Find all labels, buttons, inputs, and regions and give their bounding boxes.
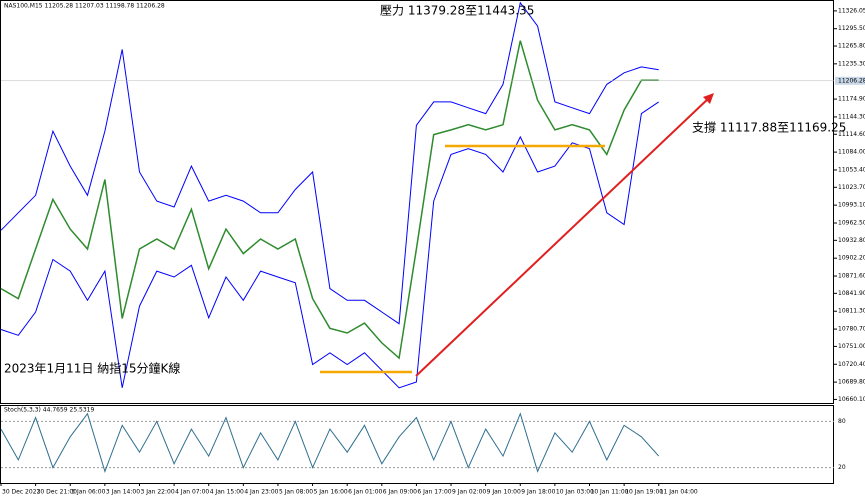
x-tick-label: 6 Jan 17:00 — [417, 489, 451, 496]
y-tick-label: 20 — [838, 464, 846, 471]
y-tick-label: 10660.10 — [838, 396, 865, 403]
trend-line — [415, 96, 711, 377]
x-tick-label: 4 Jan 15:00 — [210, 489, 244, 496]
current-price-label: 11206.28 — [838, 77, 865, 84]
x-tick-label: 9 Jan 02:00 — [452, 489, 486, 496]
y-tick-label: 10993.10 — [838, 202, 865, 209]
y-tick-label: 11295.50 — [838, 25, 865, 32]
x-tick-label: 11 Jan 04:00 — [660, 489, 698, 496]
y-tick-label: 11265.80 — [838, 43, 865, 50]
x-tick-label: 30 Dec 2022 — [2, 489, 41, 496]
y-tick-label: 10689.80 — [838, 379, 865, 386]
annotation: 壓力 11379.28至11443.35 — [380, 4, 534, 18]
x-tick-label: 3 Jan 14:00 — [106, 489, 140, 496]
trend-arrow — [703, 93, 714, 104]
x-tick-label: 5 Jan 16:00 — [314, 489, 348, 496]
x-tick-label: 9 Jan 18:00 — [521, 489, 555, 496]
x-tick-label: 10 Jan 03:00 — [556, 489, 594, 496]
y-tick-label: 10751.00 — [838, 343, 865, 350]
chart-title: NAS100,M15 11205.28 11207.03 11198.78 11… — [4, 3, 165, 10]
y-tick-label: 10780.70 — [838, 326, 865, 333]
y-tick-label: 10871.60 — [838, 273, 865, 280]
series-line — [0, 412, 660, 473]
y-tick-label: 10932.80 — [838, 237, 865, 244]
y-tick-label: 10720.40 — [838, 361, 865, 368]
x-tick-label: 6 Jan 09:00 — [383, 489, 417, 496]
series-line — [0, 101, 659, 389]
y-tick-label: 10962.50 — [838, 220, 865, 227]
y-tick-label: 11114.60 — [838, 131, 865, 138]
y-tick-label: 10902.20 — [838, 255, 865, 262]
y-tick-label: 10811.30 — [838, 308, 865, 315]
annotation: 支撐 11117.88至11169.25 — [692, 121, 846, 135]
x-tick-label: 6 Jan 01:00 — [348, 489, 382, 496]
x-tick-label: 3 Jan 22:00 — [140, 489, 174, 496]
y-tick-label: 11326.05 — [838, 7, 865, 14]
y-tick-label: 11053.40 — [838, 166, 865, 173]
y-tick-label: 11144.30 — [838, 113, 865, 120]
x-tick-label: 3 Jan 06:00 — [71, 489, 105, 496]
indicator-title: Stoch(5,3,3) 44.7659 25.5319 — [4, 407, 95, 414]
x-tick-label: 10 Jan 19:00 — [625, 489, 663, 496]
y-tick-label: 11174.90 — [838, 96, 865, 103]
main-panel — [0, 0, 834, 404]
x-tick-label: 5 Jan 08:00 — [279, 489, 313, 496]
y-tick-label: 11084.00 — [838, 149, 865, 156]
x-tick-label: 10 Jan 11:00 — [591, 489, 629, 496]
x-tick-label: 9 Jan 10:00 — [487, 489, 521, 496]
y-tick-label: 11023.70 — [838, 184, 865, 191]
indicator-panel — [0, 405, 834, 484]
x-tick-label: 30 Dec 21:00 — [37, 489, 78, 496]
x-tick-label: 4 Jan 23:00 — [244, 489, 278, 496]
series-line — [0, 1, 659, 325]
y-tick-label: 10841.90 — [838, 290, 865, 297]
y-tick-label: 80 — [838, 418, 846, 425]
y-tick-label: 11235.30 — [838, 60, 865, 67]
annotation: 2023年1月11日 納指15分鐘K線 — [4, 361, 180, 376]
x-tick-label: 4 Jan 07:00 — [175, 489, 209, 496]
series-line — [0, 40, 659, 360]
current-price-box — [835, 76, 865, 85]
